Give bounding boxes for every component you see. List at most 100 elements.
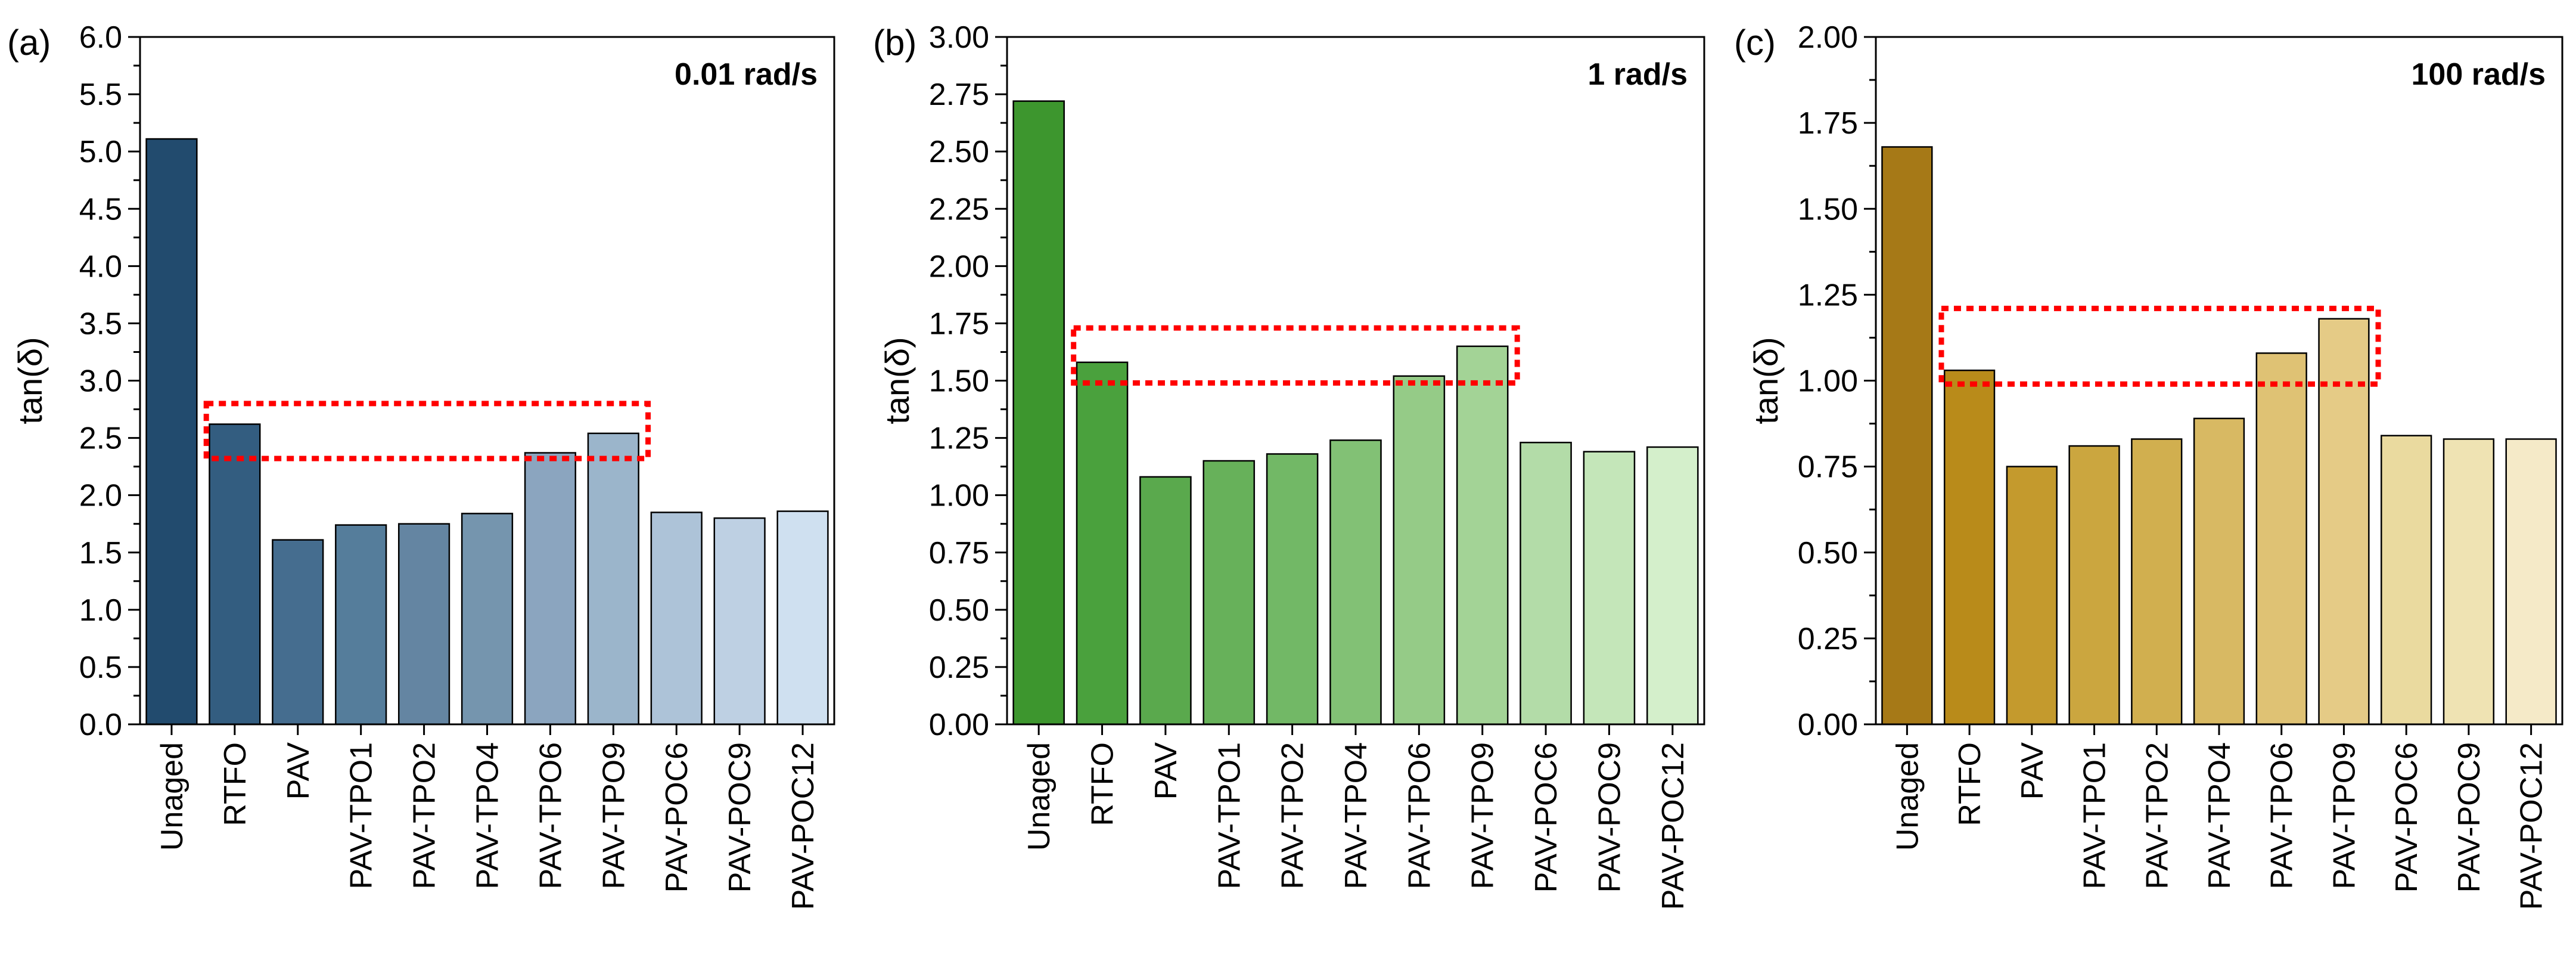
bar-pav-poc12	[776, 510, 829, 726]
category-label: PAV-TPO2	[408, 742, 442, 889]
y-tick-label: 0.5	[79, 650, 122, 685]
y-tick-label: 1.75	[929, 306, 989, 341]
y-tick-label: 2.00	[929, 249, 989, 284]
panel-letter: (a)	[7, 23, 51, 63]
bar-pav-poc12	[2505, 438, 2557, 726]
category-label: Unaged	[155, 742, 189, 851]
y-tick-label: 0.0	[79, 708, 122, 742]
category-label: PAV	[281, 742, 316, 800]
category-label: RTFO	[1086, 742, 1120, 826]
category-label: PAV-POC9	[2452, 742, 2487, 892]
y-axis-label: tan(δ)	[11, 337, 49, 424]
y-tick-label: 1.50	[929, 364, 989, 399]
frequency-label: 1 rad/s	[1587, 57, 1688, 92]
y-tick-label: 1.00	[1798, 364, 1858, 399]
y-axis-label: tan(δ)	[878, 337, 916, 424]
frequency-label: 100 rad/s	[2412, 57, 2546, 92]
bar-pav-tpo1	[1202, 460, 1256, 726]
y-tick-label: 5.5	[79, 78, 122, 112]
y-tick-label: 5.0	[79, 135, 122, 169]
category-label: PAV-TPO4	[2202, 742, 2237, 889]
y-tick-label: 2.25	[929, 192, 989, 227]
category-label: PAV-POC12	[786, 742, 821, 910]
bar-pav-poc6	[2381, 435, 2432, 726]
y-tick-label: 1.75	[1798, 106, 1858, 141]
bar-pav-tpo1	[335, 524, 387, 726]
category-label: PAV-TPO4	[1339, 742, 1374, 889]
bar-rtfo	[209, 423, 261, 726]
category-label: PAV-TPO2	[2140, 742, 2174, 889]
category-label: PAV	[1149, 742, 1183, 800]
category-label: PAV-TPO1	[2078, 742, 2112, 889]
category-label: Unaged	[1022, 742, 1056, 851]
bar-pav-tpo6	[1393, 375, 1446, 726]
bar-pav-tpo4	[1329, 439, 1382, 726]
bar-pav-tpo1	[2068, 445, 2120, 726]
y-tick-label: 0.75	[929, 536, 989, 571]
y-tick-label: 2.5	[79, 421, 122, 456]
panel-c: 0.00 0.25 0.50 0.75 1.00 1.25 1.50 1.75 2.00 Unag…	[1734, 20, 2563, 910]
category-label: PAV-TPO4	[471, 742, 505, 889]
panel-b: 0.00 0.25 0.50 0.75 1.00 1.25 1.50 1.75 2.00 2.25…	[873, 20, 1705, 910]
category-label: PAV-TPO1	[344, 742, 379, 889]
bar-pav-poc9	[2443, 438, 2495, 726]
highlight-box	[1071, 325, 1520, 386]
bar-pav-poc9	[713, 517, 766, 726]
y-tick-label: 3.0	[79, 364, 122, 399]
bar-pav-tpo6	[2255, 352, 2307, 726]
bar-rtfo	[1076, 361, 1129, 726]
highlight-box	[1938, 305, 2381, 387]
bar-unaged	[1881, 146, 1933, 726]
panel-letter: (c)	[1734, 23, 1776, 63]
bar-unaged	[1012, 100, 1065, 726]
category-label: RTFO	[1953, 742, 1987, 826]
bar-pav-poc6	[1520, 442, 1572, 726]
bar-pav-poc12	[1646, 446, 1699, 726]
y-tick-label: 2.75	[929, 78, 989, 112]
bar-pav-tpo9	[1456, 345, 1509, 726]
category-label: PAV-POC9	[723, 742, 757, 892]
bar-pav-tpo2	[397, 523, 450, 726]
y-tick-label: 6.0	[79, 20, 122, 55]
bar-pav-poc9	[1583, 451, 1636, 726]
category-label: PAV-TPO9	[596, 742, 631, 889]
category-label: PAV-TPO6	[1402, 742, 1437, 889]
category-label: PAV-POC9	[1592, 742, 1627, 892]
y-tick-label: 2.00	[1798, 20, 1858, 55]
y-tick-label: 1.25	[929, 421, 989, 456]
category-label: PAV-TPO1	[1212, 742, 1247, 889]
y-tick-label: 0.00	[929, 708, 989, 742]
bar-unaged	[145, 138, 198, 726]
category-label: PAV-POC12	[2515, 742, 2549, 910]
y-tick-label: 1.0	[79, 593, 122, 628]
y-tick-label: 0.25	[929, 650, 989, 685]
category-label: PAV-TPO9	[1466, 742, 1500, 889]
y-tick-label: 1.5	[79, 536, 122, 571]
bar-pav-tpo2	[1266, 453, 1319, 726]
bar-pav	[2006, 466, 2058, 726]
category-label: PAV-POC12	[1656, 742, 1691, 910]
y-tick-label: 2.0	[79, 479, 122, 513]
y-tick-label: 4.5	[79, 192, 122, 227]
y-tick-label: 1.50	[1798, 192, 1858, 227]
category-label: PAV-POC6	[1529, 742, 1564, 892]
bar-pav-tpo4	[461, 513, 514, 726]
y-tick-label: 0.50	[1798, 536, 1858, 571]
bar-pav	[272, 539, 324, 726]
bar-pav-tpo9	[2318, 318, 2370, 726]
bar-pav-tpo4	[2193, 417, 2245, 726]
y-tick-label: 2.50	[929, 135, 989, 169]
category-label: PAV-TPO6	[2265, 742, 2300, 889]
category-label: PAV-TPO2	[1276, 742, 1310, 889]
category-label: PAV-TPO9	[2327, 742, 2361, 889]
panel-a: 0.0 0.5 1.0 1.5 2.0 2.5 3.0 3.5 4.0 4.5 5.0 5.5 6.0 U…	[7, 20, 835, 910]
y-tick-label: 1.25	[1798, 278, 1858, 312]
category-label: PAV-POC6	[660, 742, 694, 892]
y-axis-label: tan(δ)	[1747, 337, 1785, 424]
y-tick-label: 0.50	[929, 593, 989, 628]
y-tick-label: 4.0	[79, 249, 122, 284]
y-tick-label: 0.75	[1798, 450, 1858, 485]
bar-pav-tpo9	[587, 432, 639, 726]
y-tick-label: 1.00	[929, 479, 989, 513]
